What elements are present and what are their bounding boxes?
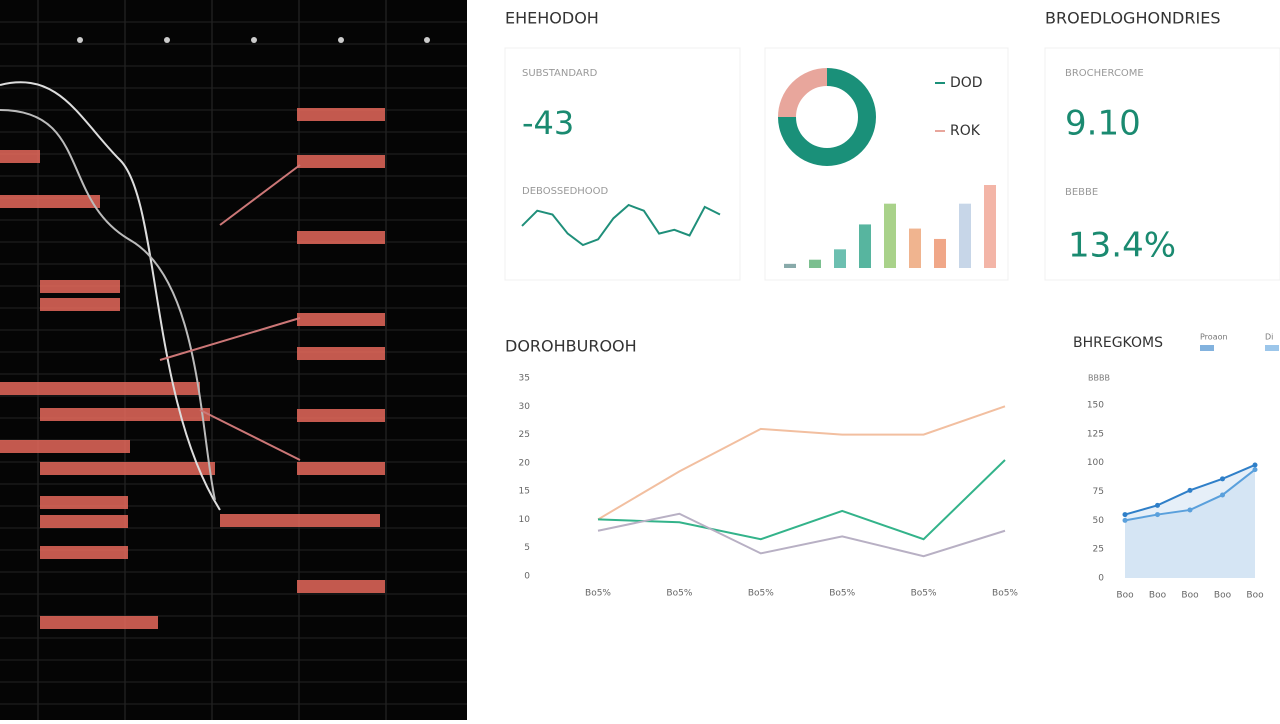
x-tick-label: Bo5%	[748, 589, 774, 599]
card	[504, 47, 741, 281]
dot	[338, 37, 344, 43]
x-tick-label: Bo5%	[666, 589, 692, 599]
y-tick-label: 0	[1098, 574, 1104, 584]
chart-title: DOROHBUROOH	[505, 337, 637, 356]
legend-label: Di	[1265, 333, 1273, 342]
section-title: EHEHODOH	[505, 9, 599, 28]
y-tick-label: 100	[1087, 458, 1104, 468]
timeline-bar	[40, 616, 158, 629]
chart-title: BHREGKOMS	[1073, 335, 1163, 351]
series-line	[597, 459, 1006, 541]
card-value: -43	[522, 104, 574, 142]
series-line	[597, 512, 1006, 558]
dot	[164, 37, 170, 43]
y-tick-label: 50	[1093, 516, 1105, 526]
series-line	[1124, 468, 1256, 522]
y-tick-label: 5	[524, 543, 530, 553]
y-tick-label: 25	[519, 430, 530, 440]
legend-label: ROK	[950, 123, 981, 139]
y-tick-label: 75	[1093, 487, 1104, 497]
sparkline	[521, 203, 721, 247]
card-label: DEBOSSEDHOOD	[522, 186, 609, 197]
card-label: BEBBE	[1065, 187, 1098, 198]
donut-slice	[778, 68, 876, 166]
y-tick-label: 0	[524, 572, 530, 582]
series-line	[597, 405, 1006, 521]
x-tick-label: Bo5%	[585, 589, 611, 599]
bar	[959, 203, 971, 268]
y-tick-label: 30	[519, 402, 531, 412]
legend-label: DOD	[950, 75, 983, 91]
timeline-bar	[40, 462, 215, 475]
card-label: SUBSTANDARD	[522, 68, 598, 79]
timeline-bar	[297, 313, 385, 326]
axis-label: BBBB	[1088, 374, 1110, 383]
x-tick-label: Boo	[1181, 591, 1199, 601]
timeline-decor	[0, 0, 467, 720]
dot	[251, 37, 257, 43]
dot	[77, 37, 83, 43]
card-label: BROCHERCOME	[1065, 68, 1144, 79]
bar	[834, 249, 846, 268]
timeline-bar	[297, 231, 385, 244]
connector	[159, 317, 301, 361]
x-tick-label: Bo5%	[829, 589, 855, 599]
series-line	[1124, 464, 1256, 516]
timeline-bar	[40, 546, 128, 559]
legend-swatch	[1200, 345, 1214, 351]
timeline-bar	[40, 280, 120, 293]
timeline-bar	[0, 440, 130, 453]
card-value: 13.4%	[1068, 226, 1176, 266]
timeline-bar	[297, 409, 385, 422]
x-tick-label: Boo	[1214, 591, 1232, 601]
donut-slice	[778, 68, 828, 118]
y-tick-label: 25	[1093, 545, 1104, 555]
timeline-bar	[40, 515, 128, 528]
bar	[909, 228, 921, 268]
legend-label: Proaon	[1200, 333, 1228, 342]
y-tick-label: 125	[1087, 429, 1104, 439]
y-tick-label: 15	[519, 487, 530, 497]
card	[1044, 47, 1280, 281]
timeline-bar	[297, 462, 385, 475]
connector	[0, 81, 221, 511]
x-tick-label: Boo	[1246, 591, 1264, 601]
timeline-bar	[40, 298, 120, 311]
card-value: 9.10	[1065, 104, 1141, 144]
connector	[199, 409, 301, 461]
dot	[424, 37, 430, 43]
x-tick-label: Bo5%	[911, 589, 937, 599]
connector	[0, 109, 216, 501]
dark-panel	[0, 0, 467, 720]
connector	[219, 164, 301, 226]
timeline-bar	[297, 155, 385, 168]
bar	[934, 238, 946, 268]
y-tick-label: 20	[519, 458, 531, 468]
timeline-bar	[0, 195, 100, 208]
y-tick-label: 150	[1087, 401, 1104, 411]
timeline-bar	[40, 496, 128, 509]
y-tick-label: 10	[519, 515, 531, 525]
x-tick-label: Boo	[1149, 591, 1167, 601]
timeline-bar	[220, 514, 380, 527]
y-tick-label: 35	[519, 374, 530, 384]
legend-swatch	[1265, 345, 1279, 351]
x-tick-label: Bo5%	[992, 589, 1018, 599]
bar	[859, 224, 871, 268]
timeline-bar	[297, 347, 385, 360]
bar	[784, 263, 796, 268]
bar	[884, 203, 896, 268]
timeline-bar	[0, 382, 200, 395]
bar	[984, 185, 996, 268]
section-title: BROEDLOGHONDRIES	[1045, 9, 1220, 28]
bar	[809, 259, 821, 268]
timeline-bar	[297, 580, 385, 593]
timeline-bar	[297, 108, 385, 121]
timeline-bar	[40, 408, 210, 421]
x-tick-label: Boo	[1116, 591, 1134, 601]
timeline-bar	[0, 150, 40, 163]
